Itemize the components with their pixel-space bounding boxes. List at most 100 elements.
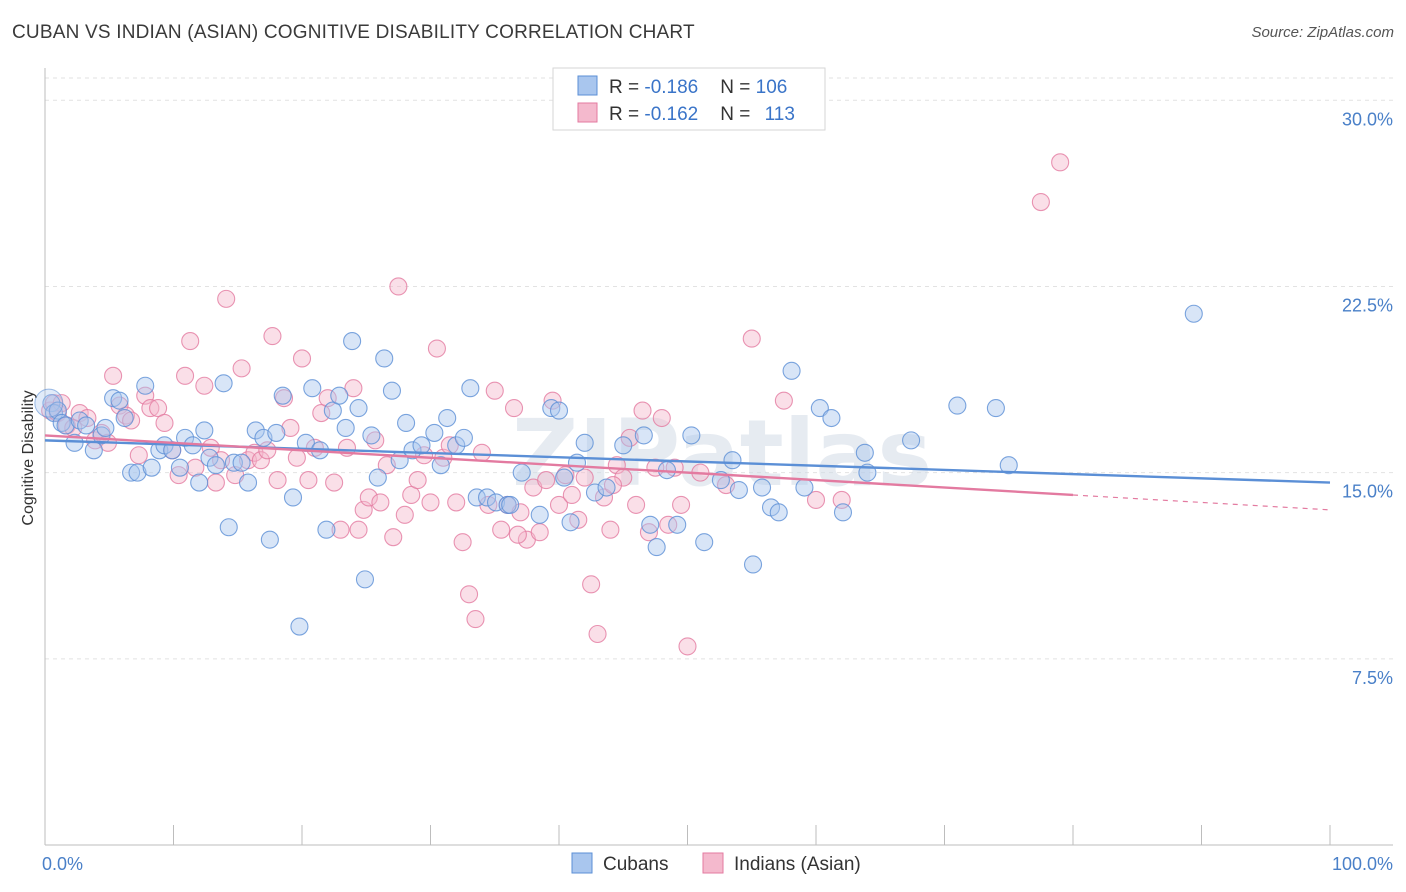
- point-indians: [427, 339, 446, 358]
- point-cubans: [355, 570, 375, 589]
- point-cubans: [743, 555, 763, 574]
- point-cubans: [729, 480, 748, 500]
- point-cubans: [200, 448, 219, 467]
- point-indians: [359, 488, 378, 507]
- point-indians: [543, 391, 562, 410]
- point-indians: [447, 493, 466, 512]
- point-indians: [312, 404, 331, 423]
- legend-n-value: 113: [765, 104, 795, 125]
- point-cubans: [170, 458, 189, 477]
- series-legend: Cubans Indians (Asian): [571, 852, 861, 875]
- point-cubans: [810, 399, 829, 418]
- stats-legend: R = -0.186 N = 106 R = -0.162 N = 113: [552, 67, 826, 131]
- point-cubans: [425, 423, 444, 442]
- point-cubans: [999, 456, 1018, 475]
- point-indians: [633, 401, 652, 420]
- legend-n-label: N =: [720, 77, 755, 98]
- point-indians: [1051, 153, 1070, 172]
- point-cubans: [438, 408, 457, 428]
- point-cubans: [752, 478, 772, 497]
- point-cubans: [486, 493, 506, 512]
- point-cubans: [267, 423, 286, 442]
- x-tick-labels: 0.0% 100.0%: [42, 854, 1393, 874]
- point-indians: [672, 495, 691, 514]
- point-cubans: [273, 386, 292, 405]
- point-cubans: [597, 478, 616, 497]
- point-cubans: [782, 361, 801, 380]
- point-cubans: [283, 488, 303, 507]
- point-indians: [537, 471, 556, 490]
- point-cubans: [467, 488, 486, 507]
- point-indians: [562, 485, 581, 505]
- y-axis-label: Cognitive Disability: [20, 390, 37, 525]
- point-indians: [169, 466, 188, 485]
- point-indians: [620, 428, 639, 447]
- point-indians: [402, 485, 421, 505]
- legend-row-cubans: R = -0.186 N = 106: [609, 77, 787, 98]
- point-cubans: [260, 530, 279, 549]
- point-indians: [263, 327, 282, 346]
- y-tick-label: 22.5%: [1342, 295, 1393, 315]
- source-label: Source: ZipAtlas.com: [1251, 24, 1394, 41]
- point-cubans: [641, 515, 660, 534]
- point-cubans: [575, 433, 594, 452]
- point-cubans: [723, 451, 742, 470]
- point-indians: [176, 366, 195, 385]
- point-indians: [331, 520, 350, 539]
- point-indians: [421, 493, 440, 512]
- point-indians: [652, 408, 671, 428]
- point-cubans: [986, 399, 1005, 418]
- point-indians: [287, 448, 306, 467]
- point-cubans: [290, 617, 309, 636]
- point-cubans: [323, 401, 342, 420]
- point-cubans: [238, 473, 258, 492]
- point-indians: [251, 451, 270, 470]
- legend-r-value: -0.186: [644, 77, 698, 98]
- point-cubans: [34, 388, 64, 418]
- point-cubans: [349, 399, 368, 418]
- point-indians: [232, 359, 251, 378]
- point-cubans: [668, 515, 687, 534]
- point-indians: [582, 575, 601, 594]
- point-cubans: [822, 408, 841, 428]
- point-indians: [395, 505, 414, 524]
- point-cubans: [634, 426, 653, 445]
- point-cubans: [110, 391, 129, 410]
- point-cubans: [795, 478, 814, 497]
- point-cubans: [461, 379, 480, 398]
- point-cubans: [454, 428, 473, 447]
- point-cubans: [948, 396, 967, 415]
- point-indians: [459, 585, 479, 604]
- point-indians: [268, 471, 287, 490]
- point-cubans: [65, 433, 84, 452]
- point-indians: [186, 458, 205, 477]
- point-cubans: [303, 379, 322, 398]
- point-indians: [344, 379, 363, 398]
- point-cubans: [142, 458, 161, 477]
- point-indians: [472, 443, 491, 462]
- point-indians: [508, 525, 527, 544]
- point-cubans: [115, 408, 134, 428]
- point-indians: [639, 523, 659, 542]
- point-indians: [549, 495, 569, 514]
- point-cubans: [382, 381, 402, 400]
- point-indians: [678, 637, 697, 656]
- trend-line-indians: [44, 434, 1074, 497]
- point-cubans: [122, 463, 141, 482]
- point-indians: [575, 468, 594, 487]
- point-indians: [155, 413, 174, 433]
- legend-label-indians: Indians (Asian): [734, 854, 861, 875]
- x-tick-label: 0.0%: [42, 854, 83, 874]
- point-cubans: [833, 503, 853, 522]
- point-cubans: [1184, 304, 1203, 323]
- chart-title: CUBAN VS INDIAN (ASIAN) COGNITIVE DISABI…: [12, 22, 695, 43]
- legend-r-value: -0.162: [644, 104, 698, 125]
- point-indians: [141, 399, 160, 418]
- point-cubans: [224, 453, 243, 472]
- point-cubans: [214, 374, 233, 393]
- point-cubans: [195, 421, 214, 440]
- legend-r-label: R =: [609, 77, 644, 98]
- legend-label-cubans: Cubans: [603, 854, 669, 875]
- point-cubans: [397, 413, 416, 433]
- point-indians: [292, 349, 312, 368]
